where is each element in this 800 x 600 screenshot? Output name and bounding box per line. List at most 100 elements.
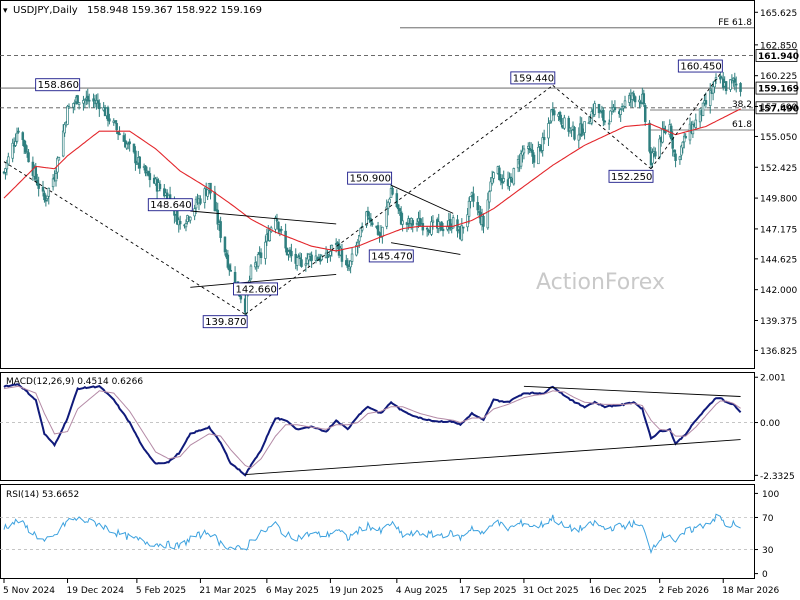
- candle-body: [371, 222, 374, 225]
- candle-body: [43, 192, 46, 201]
- price-axis-label: 165.625: [760, 9, 797, 19]
- candle-body: [77, 102, 81, 105]
- candle-body: [607, 122, 611, 125]
- candle-body: [560, 117, 563, 125]
- candle-body: [602, 110, 605, 121]
- candle-body: [437, 221, 440, 229]
- candle-body: [320, 255, 323, 261]
- price-label: 159.440: [513, 73, 554, 84]
- candle-body: [619, 109, 622, 115]
- level-label-box: [755, 81, 798, 95]
- candle-body: [411, 220, 414, 226]
- candle-body: [661, 129, 664, 143]
- candle-body: [41, 186, 45, 192]
- candle-body: [486, 199, 490, 229]
- candle-body: [259, 252, 263, 258]
- x-axis-label: 19 Jun 2025: [329, 586, 383, 596]
- candle-body: [415, 222, 419, 225]
- candle-body: [482, 215, 485, 227]
- candle-body: [642, 93, 646, 105]
- macd-trendline: [245, 439, 741, 476]
- candle-body: [73, 101, 77, 104]
- level-label: 157.490: [758, 104, 799, 114]
- candle-body: [376, 225, 380, 235]
- candle-body: [295, 257, 299, 266]
- candle-body: [734, 83, 738, 86]
- candle-body: [502, 178, 505, 182]
- candle-body: [126, 143, 130, 145]
- candle-body: [122, 135, 126, 142]
- moving-average-line: [3, 108, 741, 252]
- candle-body: [11, 142, 14, 159]
- candle-body: [356, 242, 360, 247]
- chart-header: ▾ USDJPY,Daily 158.948 159.367 158.922 1…: [3, 5, 262, 16]
- candle-body: [527, 145, 530, 149]
- candle-body: [340, 248, 344, 262]
- candle-body: [5, 161, 9, 170]
- candle-body: [386, 201, 390, 209]
- candle-body: [229, 269, 232, 272]
- x-axis-label: 2 Feb 2026: [659, 586, 710, 596]
- candle-body: [541, 137, 544, 151]
- candle-body: [7, 156, 10, 165]
- rsi-axis-label: 0: [762, 570, 768, 580]
- candle-body: [638, 99, 641, 103]
- candle-body: [449, 219, 452, 230]
- candle-body: [553, 110, 556, 116]
- candle-body: [47, 187, 51, 197]
- candle-body: [358, 235, 361, 242]
- candle-body: [537, 146, 540, 165]
- price-label: 139.870: [205, 317, 246, 328]
- x-axis-label: 4 Aug 2025: [396, 586, 448, 596]
- price-label-box: [35, 78, 81, 92]
- trendline: [390, 184, 454, 214]
- candle-body: [573, 126, 576, 140]
- price-label: 142.660: [236, 284, 277, 295]
- candle-body: [54, 173, 58, 182]
- candle-body: [498, 167, 501, 181]
- price-axis-label: 149.800: [760, 195, 797, 205]
- candle-body: [489, 181, 492, 192]
- candle-body: [733, 78, 737, 83]
- candle-body: [287, 251, 290, 255]
- price-label-box: [147, 198, 193, 212]
- candle-body: [189, 216, 192, 221]
- candle-body: [528, 147, 531, 151]
- trendline: [390, 242, 461, 255]
- candle-body: [542, 136, 546, 141]
- candle-body: [466, 214, 469, 228]
- rsi-title: RSI(14) 53.6652: [6, 490, 79, 500]
- candle-body: [427, 230, 430, 232]
- price-axis-label: 136.825: [760, 347, 797, 357]
- candle-body: [597, 104, 601, 114]
- candle-body: [519, 153, 523, 167]
- candle-body: [106, 107, 110, 121]
- candle-body: [158, 183, 162, 190]
- level-label-box: [755, 49, 798, 62]
- candle-body: [25, 151, 29, 153]
- candle-body: [108, 118, 111, 122]
- candle-body: [118, 133, 121, 136]
- candle-body: [694, 119, 698, 128]
- candle-body: [66, 105, 69, 125]
- candle-body: [148, 173, 152, 181]
- macd-signal-line: [3, 385, 741, 469]
- price-label-box: [202, 315, 248, 329]
- price-layer: FE 61.8 161.940 159.169 157.490 38.2 61.8 158.…: [0, 18, 799, 328]
- candle-body: [622, 106, 625, 109]
- candle-body: [567, 117, 570, 132]
- candle-body: [83, 99, 87, 101]
- candle-body: [22, 139, 26, 147]
- candle-body: [532, 154, 536, 163]
- candle-body: [522, 148, 526, 154]
- candle-body: [216, 209, 219, 225]
- candle-body: [739, 83, 742, 92]
- candle-body: [21, 132, 25, 141]
- candle-body: [708, 90, 712, 106]
- candle-body: [63, 124, 66, 134]
- x-axis-label: 5 Nov 2024: [3, 586, 55, 596]
- candle-body: [711, 86, 715, 94]
- candle-body: [307, 253, 310, 261]
- candle-body: [583, 121, 586, 133]
- x-axis-label: 6 May 2025: [266, 586, 319, 596]
